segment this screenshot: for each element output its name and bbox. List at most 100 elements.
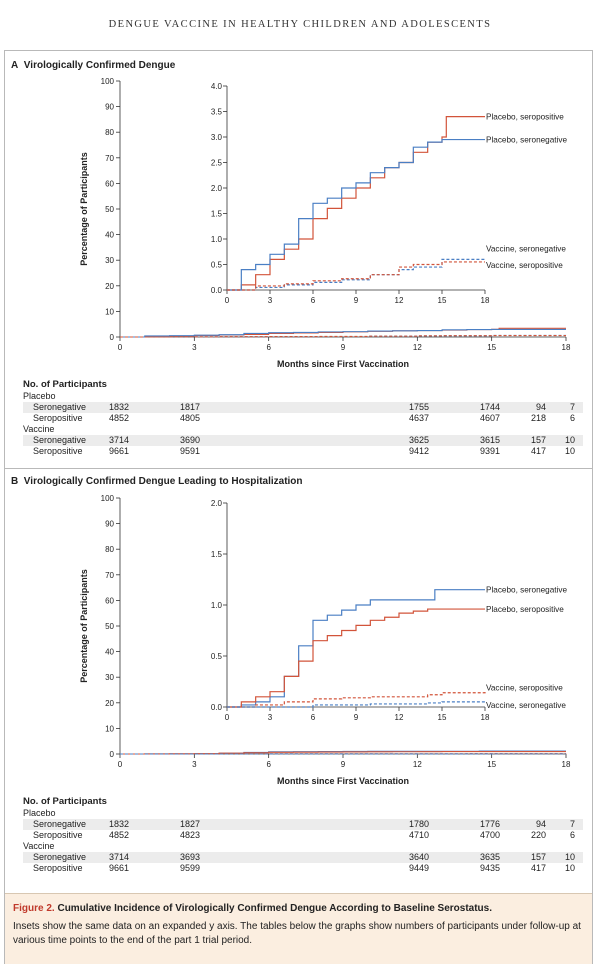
cell: 3635: [479, 852, 500, 862]
inset-y-tick-label: 0.5: [211, 261, 223, 270]
cell: 1776: [479, 819, 500, 829]
cell: 1832: [108, 819, 129, 829]
table-row: Seropositive 9661 9591 9412 9391 417 10: [23, 446, 583, 457]
y-tick-label: 70: [105, 154, 114, 163]
y-tick-label: 70: [105, 571, 114, 580]
cell: 7: [569, 819, 575, 829]
cell: 94: [535, 819, 546, 829]
inset-y-tick-label: 4.0: [211, 82, 223, 91]
inset-x-tick-label: 18: [481, 713, 490, 722]
y-tick-label: 50: [105, 205, 114, 214]
cell: 1744: [479, 402, 500, 412]
inset-x-tick-label: 6: [311, 713, 316, 722]
table-row: Seropositive 9661 9599 9449 9435 417 10: [23, 863, 583, 874]
x-tick-label: 12: [413, 760, 422, 769]
y-tick-label: 0: [110, 750, 115, 759]
series-label: Vaccine, seropositive: [486, 684, 563, 693]
inset-x-tick-label: 15: [438, 713, 447, 722]
cell: 9412: [408, 446, 429, 456]
x-tick-label: 3: [192, 343, 197, 352]
inset-y-tick-label: 1.0: [211, 235, 223, 244]
inset-x-tick-label: 12: [395, 713, 404, 722]
panel-a-table: No. of Participants Placebo Seronegative…: [23, 378, 583, 457]
table-group-placebo: Placebo: [23, 808, 56, 818]
x-tick-label: 9: [341, 760, 346, 769]
cell: 94: [535, 402, 546, 412]
caption-text: Insets show the same data on an expanded…: [13, 921, 581, 946]
panel-a-title: A Virologically Confirmed Dengue: [11, 60, 175, 71]
inset-y-tick-label: 1.0: [211, 601, 223, 610]
inset-y-tick-label: 0.5: [211, 652, 223, 661]
x-axis-title: Months since First Vaccination: [277, 776, 409, 786]
table-group-vaccine: Vaccine: [23, 841, 55, 851]
cell: 4710: [408, 830, 429, 840]
cell: 10: [564, 852, 575, 862]
inset-x-tick-label: 9: [354, 296, 359, 305]
cell: 218: [530, 413, 546, 423]
figure-caption: Figure 2. Cumulative Incidence of Virolo…: [5, 893, 592, 964]
cell: 9661: [108, 863, 129, 873]
cell: 6: [569, 830, 575, 840]
inset-x-tick-label: 0: [225, 296, 230, 305]
x-tick-label: 12: [413, 343, 422, 352]
table-row: Seronegative 1832 1827 1780 1776 94 7: [23, 819, 583, 830]
cell: 4700: [479, 830, 500, 840]
panel-b-table: No. of Participants Placebo Seronegative…: [23, 795, 583, 874]
cell: 220: [530, 830, 546, 840]
y-tick-label: 50: [105, 622, 114, 631]
cell: 3693: [179, 852, 200, 862]
y-tick-label: 100: [101, 494, 115, 503]
panel-b-letter: B: [11, 476, 19, 487]
inset-series-line: [227, 691, 486, 708]
y-tick-label: 60: [105, 596, 114, 605]
x-tick-label: 18: [562, 760, 571, 769]
inset-y-tick-label: 3.0: [211, 133, 223, 142]
table-group-vaccine: Vaccine: [23, 424, 55, 434]
inset-x-tick-label: 15: [438, 296, 447, 305]
y-tick-label: 30: [105, 673, 114, 682]
table-group-placebo: Placebo: [23, 391, 56, 401]
cell: 4607: [479, 413, 500, 423]
cell: 1827: [179, 819, 200, 829]
y-tick-label: 90: [105, 103, 114, 112]
panel-a-title-text: Virologically Confirmed Dengue: [23, 60, 176, 71]
x-tick-label: 0: [118, 343, 123, 352]
x-tick-label: 3: [192, 760, 197, 769]
cell: 1832: [108, 402, 129, 412]
cell: 10: [564, 863, 575, 873]
series-label: Placebo, seronegative: [486, 586, 567, 595]
x-tick-label: 6: [266, 343, 271, 352]
inset-y-tick-label: 1.5: [211, 210, 223, 219]
table-row: Seropositive 4852 4805 4637 4607 218 6: [23, 413, 583, 424]
cell: 3640: [408, 852, 429, 862]
row-label: Seronegative: [33, 819, 87, 829]
cell: 4805: [179, 413, 200, 423]
inset-series-line: [227, 261, 485, 291]
cell: 3690: [179, 435, 200, 445]
y-tick-label: 60: [105, 179, 114, 188]
inset-y-tick-label: 0.0: [211, 286, 223, 295]
main-series-line: [120, 335, 566, 338]
inset-series-line: [227, 589, 485, 708]
inset-x-tick-label: 9: [354, 713, 359, 722]
y-tick-label: 80: [105, 545, 114, 554]
cell: 9661: [108, 446, 129, 456]
cell: 3625: [408, 435, 429, 445]
inset-series-line: [227, 258, 485, 291]
y-tick-label: 10: [105, 307, 114, 316]
series-label: Placebo, seropositive: [486, 605, 564, 614]
series-label: Placebo, seronegative: [486, 136, 567, 145]
panel-b-title: B Virologically Confirmed Dengue Leading…: [11, 476, 303, 487]
row-label: Seropositive: [33, 413, 83, 423]
y-tick-label: 40: [105, 648, 114, 657]
inset-y-tick-label: 0.0: [211, 703, 223, 712]
row-label: Seropositive: [33, 830, 83, 840]
cell: 10: [564, 435, 575, 445]
inset-x-tick-label: 12: [395, 296, 404, 305]
cell: 9435: [479, 863, 500, 873]
y-tick-label: 30: [105, 256, 114, 265]
inset-y-tick-label: 2.0: [211, 184, 223, 193]
y-tick-label: 80: [105, 128, 114, 137]
y-tick-label: 100: [101, 77, 115, 86]
